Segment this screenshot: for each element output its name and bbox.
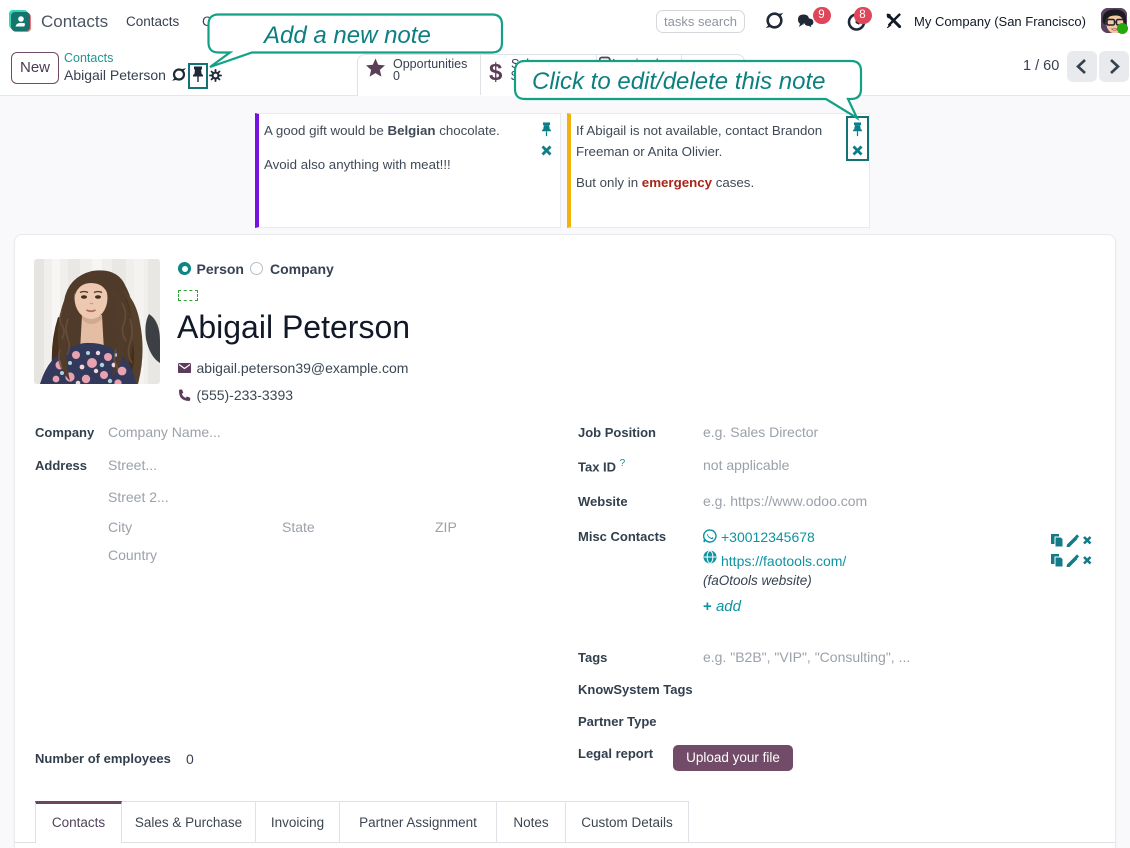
svg-text:Add a new note: Add a new note [262,22,431,49]
svg-text:Click to edit/delete this note: Click to edit/delete this note [532,68,826,95]
